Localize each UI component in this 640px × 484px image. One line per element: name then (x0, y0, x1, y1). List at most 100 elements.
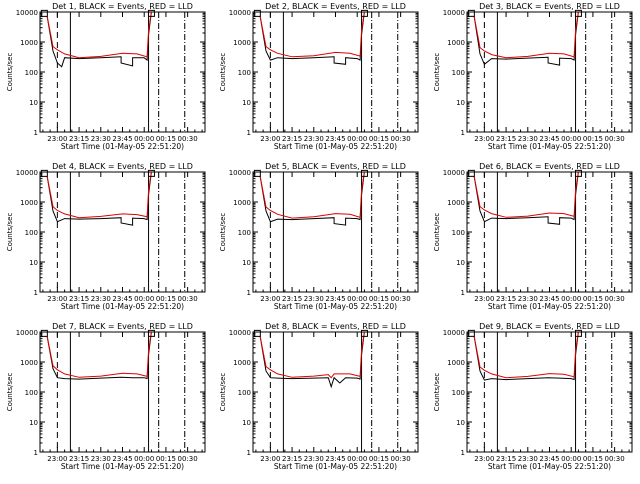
x-axis-label: Start Time (01-May-05 22:51:20) (61, 142, 184, 151)
x-tick-label: 00:15 (369, 455, 389, 463)
end-box-marker (574, 329, 582, 337)
y-tick-label: 100 (452, 389, 465, 397)
y-tick-label: 10000 (229, 169, 251, 177)
series-events-line (473, 11, 579, 66)
x-tick-label: 23:45 (325, 295, 345, 303)
end-box-marker (360, 169, 368, 177)
x-tick-label: 00:00 (347, 295, 367, 303)
y-axis-label: Counts/sec (433, 373, 441, 412)
x-tick-label: 00:00 (134, 135, 154, 143)
x-tick-label: 23:00 (47, 135, 67, 143)
x-tick-label: 00:30 (178, 295, 198, 303)
y-tick-label: 1 (34, 129, 38, 137)
plot-title: Det 4, BLACK = Events, RED = LLD (52, 162, 193, 171)
x-tick-label: 23:00 (260, 455, 280, 463)
y-axis-label: Counts/sec (219, 373, 227, 412)
y-axis-label: Counts/sec (219, 213, 227, 252)
series-events-line (259, 171, 365, 226)
x-tick-label: 23:30 (518, 295, 538, 303)
x-axis-label: Start Time (01-May-05 22:51:20) (61, 462, 184, 471)
x-tick-label: 00:30 (391, 295, 411, 303)
end-box-marker (360, 329, 368, 337)
end-box-marker (147, 169, 155, 177)
x-axis-label: Start Time (01-May-05 22:51:20) (488, 142, 611, 151)
x-tick-label: 23:30 (91, 455, 111, 463)
y-tick-label: 10000 (443, 169, 465, 177)
x-tick-label: 23:15 (282, 135, 302, 143)
y-axis-label: Counts/sec (6, 213, 14, 252)
x-tick-label: 23:45 (325, 135, 345, 143)
plot-title: Det 2, BLACK = Events, RED = LLD (265, 2, 406, 11)
series-events-line (46, 171, 152, 226)
x-tick-label: 00:30 (391, 455, 411, 463)
x-tick-label: 23:00 (260, 295, 280, 303)
y-tick-label: 10000 (229, 9, 251, 17)
x-tick-label: 00:30 (605, 455, 625, 463)
x-tick-label: 00:15 (583, 295, 603, 303)
x-tick-label: 00:30 (605, 295, 625, 303)
end-box-marker (467, 9, 475, 17)
series-events-line (259, 11, 365, 65)
x-tick-label: 00:15 (156, 295, 176, 303)
y-axis-label: Counts/sec (219, 53, 227, 92)
end-box-marker (40, 9, 48, 17)
x-axis-label: Start Time (01-May-05 22:51:20) (274, 302, 397, 311)
x-tick-label: 00:15 (156, 455, 176, 463)
y-tick-label: 1 (247, 289, 251, 297)
y-tick-label: 1000 (447, 39, 465, 47)
x-tick-label: 23:15 (69, 455, 89, 463)
series-lld-line (473, 11, 579, 59)
end-box-marker (253, 169, 261, 177)
y-tick-label: 10000 (16, 9, 38, 17)
y-tick-label: 10 (456, 419, 465, 427)
plot-frame (39, 171, 206, 293)
x-tick-label: 23:30 (304, 135, 324, 143)
x-tick-label: 00:00 (561, 295, 581, 303)
y-tick-label: 1 (461, 449, 465, 457)
plot-panel-9: Det 9, BLACK = Events, RED = LLD Counts/s… (433, 322, 633, 471)
x-tick-label: 23:45 (539, 135, 559, 143)
x-tick-label: 23:00 (47, 295, 67, 303)
y-tick-label: 1 (34, 289, 38, 297)
x-tick-label: 23:15 (282, 455, 302, 463)
y-tick-label: 10000 (16, 329, 38, 337)
series-lld-line (46, 171, 152, 219)
x-tick-label: 23:00 (474, 455, 494, 463)
x-tick-label: 23:30 (91, 135, 111, 143)
x-tick-label: 00:30 (178, 135, 198, 143)
plot-frame (466, 331, 633, 453)
plot-panel-5: Det 5, BLACK = Events, RED = LLD Counts/s… (219, 162, 419, 311)
x-tick-label: 23:00 (260, 135, 280, 143)
x-tick-label: 23:30 (518, 135, 538, 143)
plot-panel-6: Det 6, BLACK = Events, RED = LLD Counts/s… (433, 162, 633, 311)
x-tick-label: 00:30 (605, 135, 625, 143)
plot-title: Det 7, BLACK = Events, RED = LLD (52, 322, 193, 331)
y-tick-label: 1000 (447, 359, 465, 367)
y-axis-label: Counts/sec (6, 373, 14, 412)
y-tick-label: 10 (242, 259, 251, 267)
y-tick-label: 1000 (20, 39, 38, 47)
y-tick-label: 10000 (443, 9, 465, 17)
x-axis-label: Start Time (01-May-05 22:51:20) (488, 302, 611, 311)
plot-panel-3: Det 3, BLACK = Events, RED = LLD Counts/s… (433, 2, 633, 151)
end-box-marker (40, 329, 48, 337)
end-box-marker (467, 329, 475, 337)
plot-panel-8: Det 8, BLACK = Events, RED = LLD Counts/s… (219, 322, 419, 471)
y-axis-label: Counts/sec (433, 213, 441, 252)
x-tick-label: 23:45 (539, 295, 559, 303)
y-tick-label: 100 (25, 229, 38, 237)
x-tick-label: 00:15 (369, 295, 389, 303)
y-tick-label: 1000 (233, 39, 251, 47)
y-tick-label: 1000 (20, 359, 38, 367)
y-tick-label: 1 (247, 449, 251, 457)
y-tick-label: 100 (452, 69, 465, 77)
y-tick-label: 1000 (20, 199, 38, 207)
x-axis-label: Start Time (01-May-05 22:51:20) (274, 462, 397, 471)
x-tick-label: 00:15 (583, 455, 603, 463)
series-lld-line (473, 171, 579, 218)
series-lld-line (259, 171, 365, 219)
end-box-marker (147, 9, 155, 17)
series-lld-line (259, 331, 365, 379)
x-tick-label: 23:45 (112, 455, 132, 463)
